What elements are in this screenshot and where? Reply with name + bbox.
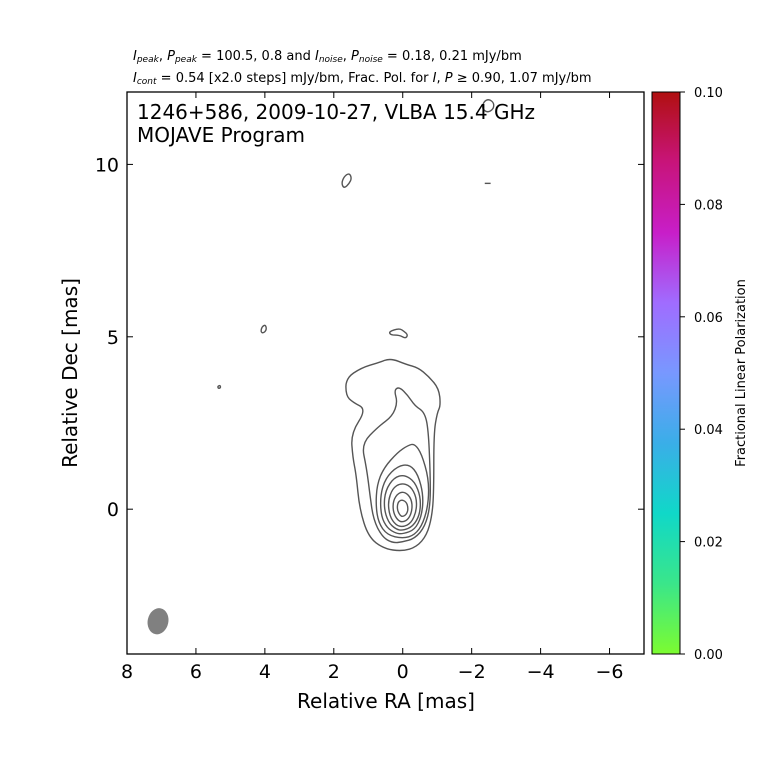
x-tick-label: −2 bbox=[458, 661, 486, 683]
contour-level-128-7 bbox=[396, 499, 409, 518]
beam-ellipse bbox=[147, 608, 169, 635]
x-tick-label: 2 bbox=[328, 661, 340, 683]
contour-level-1-11 bbox=[260, 324, 267, 334]
chart-title-line-1: 1246+586, 2009-10-27, VLBA 15.4 GHz bbox=[137, 100, 535, 124]
y-axis-label: Relative Dec [mas] bbox=[58, 278, 82, 468]
plot-frame bbox=[126, 91, 645, 655]
x-axis-ticks: 8 6 4 2 0 −2 −4 −6 bbox=[121, 92, 624, 683]
colorbar-tick-label: 0.08 bbox=[694, 198, 723, 213]
contour-level-16-4 bbox=[383, 475, 422, 531]
y-tick-label: 10 bbox=[95, 154, 119, 176]
contour-level-1-0 bbox=[345, 358, 441, 552]
header-line-1: Ipeak, Ppeak = 100.5, 0.8 and Inoise, Pn… bbox=[133, 49, 522, 65]
y-tick-label: 5 bbox=[107, 327, 119, 349]
contour-level-64-6 bbox=[392, 491, 413, 523]
x-tick-label: −6 bbox=[596, 661, 624, 683]
colorbar-ticks: 0.00 0.02 0.04 0.06 0.08 0.10 bbox=[680, 86, 723, 663]
contour-level-1-9 bbox=[481, 99, 495, 113]
x-axis-label: Relative RA [mas] bbox=[297, 689, 475, 713]
chart-title-line-2: MOJAVE Program bbox=[137, 123, 305, 147]
contour-level-8-3 bbox=[379, 464, 424, 535]
contour-level-32-5 bbox=[387, 483, 418, 528]
colorbar-tick-label: 0.02 bbox=[694, 536, 723, 551]
contour-level-1-8 bbox=[341, 173, 352, 188]
contour-layer bbox=[217, 99, 495, 552]
contour-level-1-10 bbox=[388, 328, 408, 339]
x-tick-label: 6 bbox=[190, 661, 202, 683]
colorbar-label: Fractional Linear Polarization bbox=[734, 279, 749, 467]
contour-level-4-2 bbox=[375, 443, 430, 539]
y-tick-label: 0 bbox=[107, 499, 119, 521]
colorbar-tick-label: 0.10 bbox=[694, 86, 723, 101]
x-tick-label: −4 bbox=[527, 661, 555, 683]
colorbar-tick-label: 0.06 bbox=[694, 311, 723, 326]
header-line-2: Icont = 0.54 [x2.0 steps] mJy/bm, Frac. … bbox=[133, 71, 592, 87]
x-tick-label: 0 bbox=[397, 661, 409, 683]
contour-level-2-1 bbox=[362, 387, 432, 544]
colorbar-tick-label: 0.04 bbox=[694, 423, 723, 438]
colorbar bbox=[651, 91, 681, 655]
x-tick-label: 4 bbox=[259, 661, 271, 683]
contour-level-1-12 bbox=[217, 384, 222, 389]
y-axis-ticks: 10 5 0 bbox=[95, 154, 644, 521]
colorbar-tick-label: 0.00 bbox=[694, 648, 723, 663]
x-tick-label: 8 bbox=[121, 661, 133, 683]
